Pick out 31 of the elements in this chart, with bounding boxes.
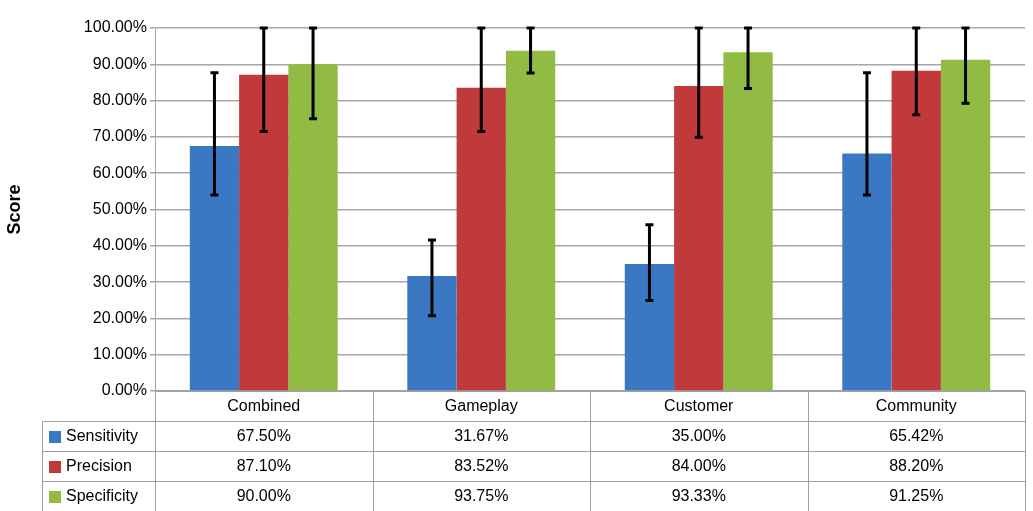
y-tick-label: 20.00%	[92, 308, 147, 326]
x-tick-label: Combined	[227, 397, 301, 415]
data-label: 84.00%	[671, 457, 726, 475]
data-label: 91.25%	[889, 487, 944, 505]
legend-label: Precision	[66, 457, 132, 475]
data-label: 67.50%	[236, 427, 291, 445]
y-tick-label: 50.00%	[92, 199, 147, 217]
y-tick-label: 70.00%	[92, 127, 147, 145]
data-label: 65.42%	[889, 427, 944, 445]
y-tick-label: 80.00%	[92, 91, 147, 109]
data-label: 93.33%	[671, 487, 726, 505]
data-label: 87.10%	[236, 457, 291, 475]
y-tick-label: 60.00%	[92, 163, 147, 181]
y-tick-label: 90.00%	[92, 54, 147, 72]
y-tick-label: 40.00%	[92, 236, 147, 254]
y-tick-label: 10.00%	[92, 345, 147, 363]
y-tick-label: 100.00%	[83, 18, 147, 36]
data-label: 83.52%	[454, 457, 509, 475]
x-tick-label: Customer	[664, 397, 735, 415]
x-tick-label: Community	[875, 397, 957, 415]
legend-label: Sensitivity	[66, 427, 139, 445]
legend-label: Specificity	[66, 487, 139, 505]
data-label: 93.75%	[454, 487, 509, 505]
data-label: 35.00%	[671, 427, 726, 445]
data-label: 88.20%	[889, 457, 944, 475]
y-axis-title: Score	[3, 184, 24, 235]
y-tick-label: 0.00%	[101, 381, 147, 399]
y-tick-label: 30.00%	[92, 272, 147, 290]
x-tick-label: Gameplay	[444, 397, 518, 415]
data-label: 90.00%	[236, 487, 291, 505]
data-label: 31.67%	[454, 427, 509, 445]
